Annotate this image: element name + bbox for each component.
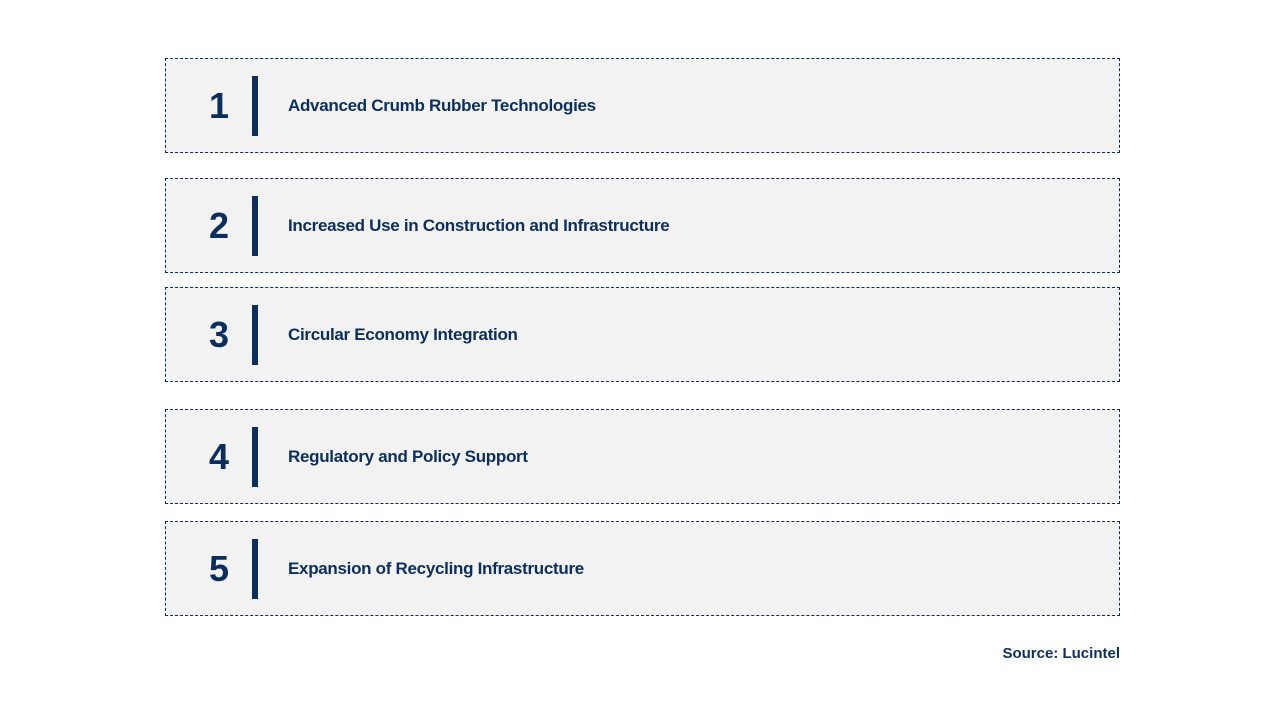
- item-number: 2: [194, 205, 244, 247]
- item-label: Regulatory and Policy Support: [288, 447, 528, 467]
- infographic-container: 1 Advanced Crumb Rubber Technologies 2 I…: [165, 58, 1120, 616]
- source-attribution: Source: Lucintel: [1002, 645, 1120, 662]
- list-item: 1 Advanced Crumb Rubber Technologies: [165, 58, 1120, 153]
- list-item: 4 Regulatory and Policy Support: [165, 409, 1120, 504]
- item-divider: [252, 539, 258, 599]
- item-number: 3: [194, 314, 244, 356]
- list-item: 3 Circular Economy Integration: [165, 287, 1120, 382]
- item-label: Increased Use in Construction and Infras…: [288, 216, 669, 236]
- item-divider: [252, 76, 258, 136]
- item-number: 5: [194, 548, 244, 590]
- item-divider: [252, 196, 258, 256]
- item-number: 1: [194, 85, 244, 127]
- item-label: Advanced Crumb Rubber Technologies: [288, 96, 596, 116]
- list-item: 5 Expansion of Recycling Infrastructure: [165, 521, 1120, 616]
- item-divider: [252, 427, 258, 487]
- item-number: 4: [194, 436, 244, 478]
- item-label: Expansion of Recycling Infrastructure: [288, 559, 584, 579]
- item-label: Circular Economy Integration: [288, 325, 518, 345]
- item-divider: [252, 305, 258, 365]
- list-item: 2 Increased Use in Construction and Infr…: [165, 178, 1120, 273]
